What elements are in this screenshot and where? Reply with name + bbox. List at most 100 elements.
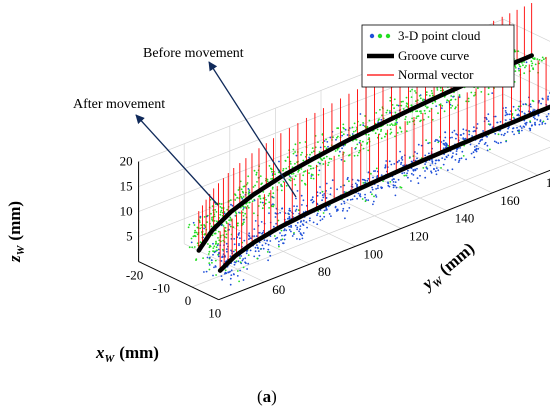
cloud-point — [246, 268, 249, 270]
cloud-point — [272, 225, 275, 228]
cloud-point — [514, 66, 517, 69]
cloud-point — [373, 170, 375, 173]
y-tick-label: 160 — [500, 193, 520, 208]
cloud-point — [247, 262, 250, 265]
cloud-point — [230, 203, 232, 206]
cloud-point — [415, 117, 418, 119]
cloud-point — [504, 132, 506, 135]
cloud-point — [263, 239, 266, 242]
cloud-point — [400, 163, 402, 166]
cloud-point — [445, 142, 448, 145]
cloud-point — [203, 227, 206, 230]
cloud-point — [308, 164, 310, 167]
cloud-point — [230, 274, 233, 276]
cloud-point — [248, 232, 251, 235]
cloud-point — [220, 275, 223, 277]
cloud-point — [341, 147, 343, 150]
cloud-point — [362, 122, 364, 124]
cloud-point — [528, 127, 531, 130]
cloud-point — [455, 133, 457, 135]
cloud-point — [424, 154, 427, 157]
cloud-point — [267, 248, 270, 251]
cloud-point — [454, 98, 457, 101]
cloud-point — [254, 220, 257, 222]
cloud-point — [236, 275, 239, 277]
cloud-point — [212, 247, 215, 250]
cloud-point — [541, 59, 543, 62]
cloud-point — [225, 233, 228, 236]
cloud-point — [275, 212, 278, 215]
cloud-point — [385, 133, 387, 136]
cloud-point — [530, 64, 533, 67]
cloud-point — [256, 257, 259, 260]
cloud-point — [278, 245, 280, 248]
cloud-point — [518, 132, 520, 135]
cloud-point — [244, 206, 247, 208]
cloud-point — [214, 232, 217, 235]
cloud-point — [538, 123, 541, 126]
cloud-point — [458, 159, 461, 162]
cloud-point — [525, 61, 528, 64]
cloud-point — [355, 138, 358, 141]
grid-line-y-floor — [457, 136, 539, 176]
cloud-point — [224, 269, 227, 272]
cloud-point — [294, 162, 296, 165]
cloud-point — [268, 212, 270, 215]
cloud-point — [343, 127, 345, 130]
cloud-point — [232, 273, 235, 275]
legend-label-point-cloud: 3-D point cloud — [398, 28, 481, 43]
cloud-point — [424, 105, 427, 107]
cloud-point — [213, 220, 216, 222]
cloud-point — [316, 194, 319, 197]
cloud-point — [317, 141, 319, 144]
cloud-point — [415, 110, 417, 113]
cloud-point — [367, 177, 370, 180]
cloud-point — [342, 123, 345, 126]
cloud-point — [467, 100, 470, 103]
cloud-point — [508, 113, 511, 116]
cloud-point — [476, 123, 479, 125]
cloud-point — [229, 225, 232, 228]
cloud-point — [308, 156, 310, 159]
cloud-point — [286, 156, 289, 159]
cloud-point — [289, 209, 291, 212]
cloud-point — [296, 190, 299, 192]
cloud-point — [377, 121, 379, 124]
cloud-point — [356, 197, 358, 200]
cloud-point — [409, 90, 412, 93]
cloud-point — [208, 264, 211, 266]
cloud-point — [462, 155, 465, 157]
cloud-point — [410, 180, 412, 182]
cloud-point — [521, 129, 523, 132]
cloud-point — [225, 221, 228, 223]
cloud-point — [495, 141, 498, 144]
cloud-point — [406, 123, 409, 125]
cloud-point — [323, 157, 326, 160]
cloud-point — [441, 104, 444, 107]
cloud-point — [318, 162, 321, 165]
cloud-point — [329, 193, 332, 196]
cloud-point — [247, 192, 250, 195]
cloud-point — [394, 194, 397, 197]
cloud-point — [452, 152, 454, 155]
cloud-point — [247, 175, 250, 178]
cloud-point — [220, 207, 223, 209]
cloud-point — [446, 169, 449, 172]
cloud-point — [393, 163, 396, 165]
cloud-point — [497, 142, 500, 145]
cloud-point — [262, 247, 265, 250]
cloud-point — [534, 121, 536, 124]
cloud-point — [359, 124, 362, 126]
cloud-point — [395, 186, 398, 189]
cloud-point — [473, 146, 476, 148]
cloud-point — [194, 229, 197, 232]
cloud-point — [233, 238, 236, 240]
cloud-point — [290, 230, 292, 233]
cloud-point — [256, 244, 258, 247]
legend-cloud-swatch-green-2 — [385, 33, 391, 39]
cloud-point — [300, 194, 303, 197]
cloud-point — [545, 115, 548, 118]
cloud-point — [243, 221, 245, 224]
cloud-point — [378, 118, 380, 120]
cloud-point — [242, 279, 245, 281]
